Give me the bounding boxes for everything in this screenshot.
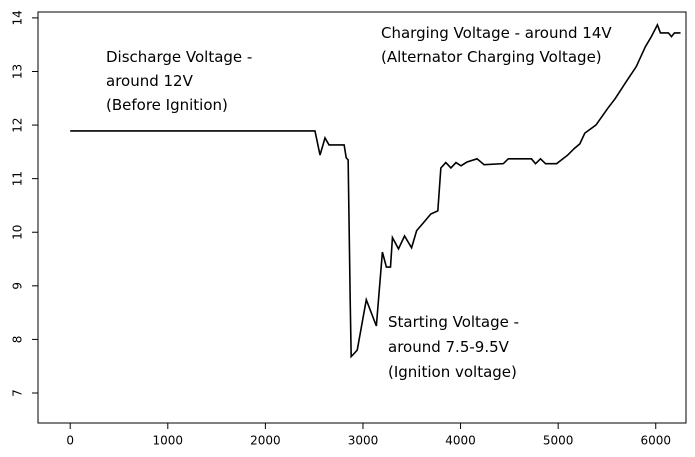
x-tick-label: 5000 [543, 434, 574, 448]
line [70, 22, 681, 359]
annotation: Charging Voltage - around 14V [381, 24, 612, 42]
annotation: around 12V [106, 72, 194, 90]
x-tick-label: 0 [66, 434, 74, 448]
annotation: around 7.5-9.5V [388, 338, 510, 356]
annotation: Discharge Voltage - [106, 48, 252, 66]
y-tick-label: 10 [11, 225, 25, 240]
x-tick-label: 2000 [250, 434, 281, 448]
y-tick-label: 12 [11, 117, 25, 132]
y-tick-label: 11 [11, 171, 25, 186]
annotation: (Ignition voltage) [388, 363, 517, 381]
plot-frame [37, 11, 687, 424]
y-tick-label: 14 [11, 10, 25, 25]
annotation: Starting Voltage - [388, 313, 519, 331]
y-tick-label: 9 [11, 282, 25, 290]
x-tick-label: 6000 [640, 434, 671, 448]
x-tick-label: 4000 [445, 434, 476, 448]
annotation: (Alternator Charging Voltage) [381, 48, 602, 66]
annotation: (Before Ignition) [106, 96, 228, 114]
y-tick-label: 7 [11, 389, 25, 397]
y-tick-label: 13 [11, 64, 25, 79]
x-tick-label: 3000 [348, 434, 379, 448]
x-tick-label: 1000 [153, 434, 184, 448]
y-tick-label: 8 [11, 336, 25, 344]
